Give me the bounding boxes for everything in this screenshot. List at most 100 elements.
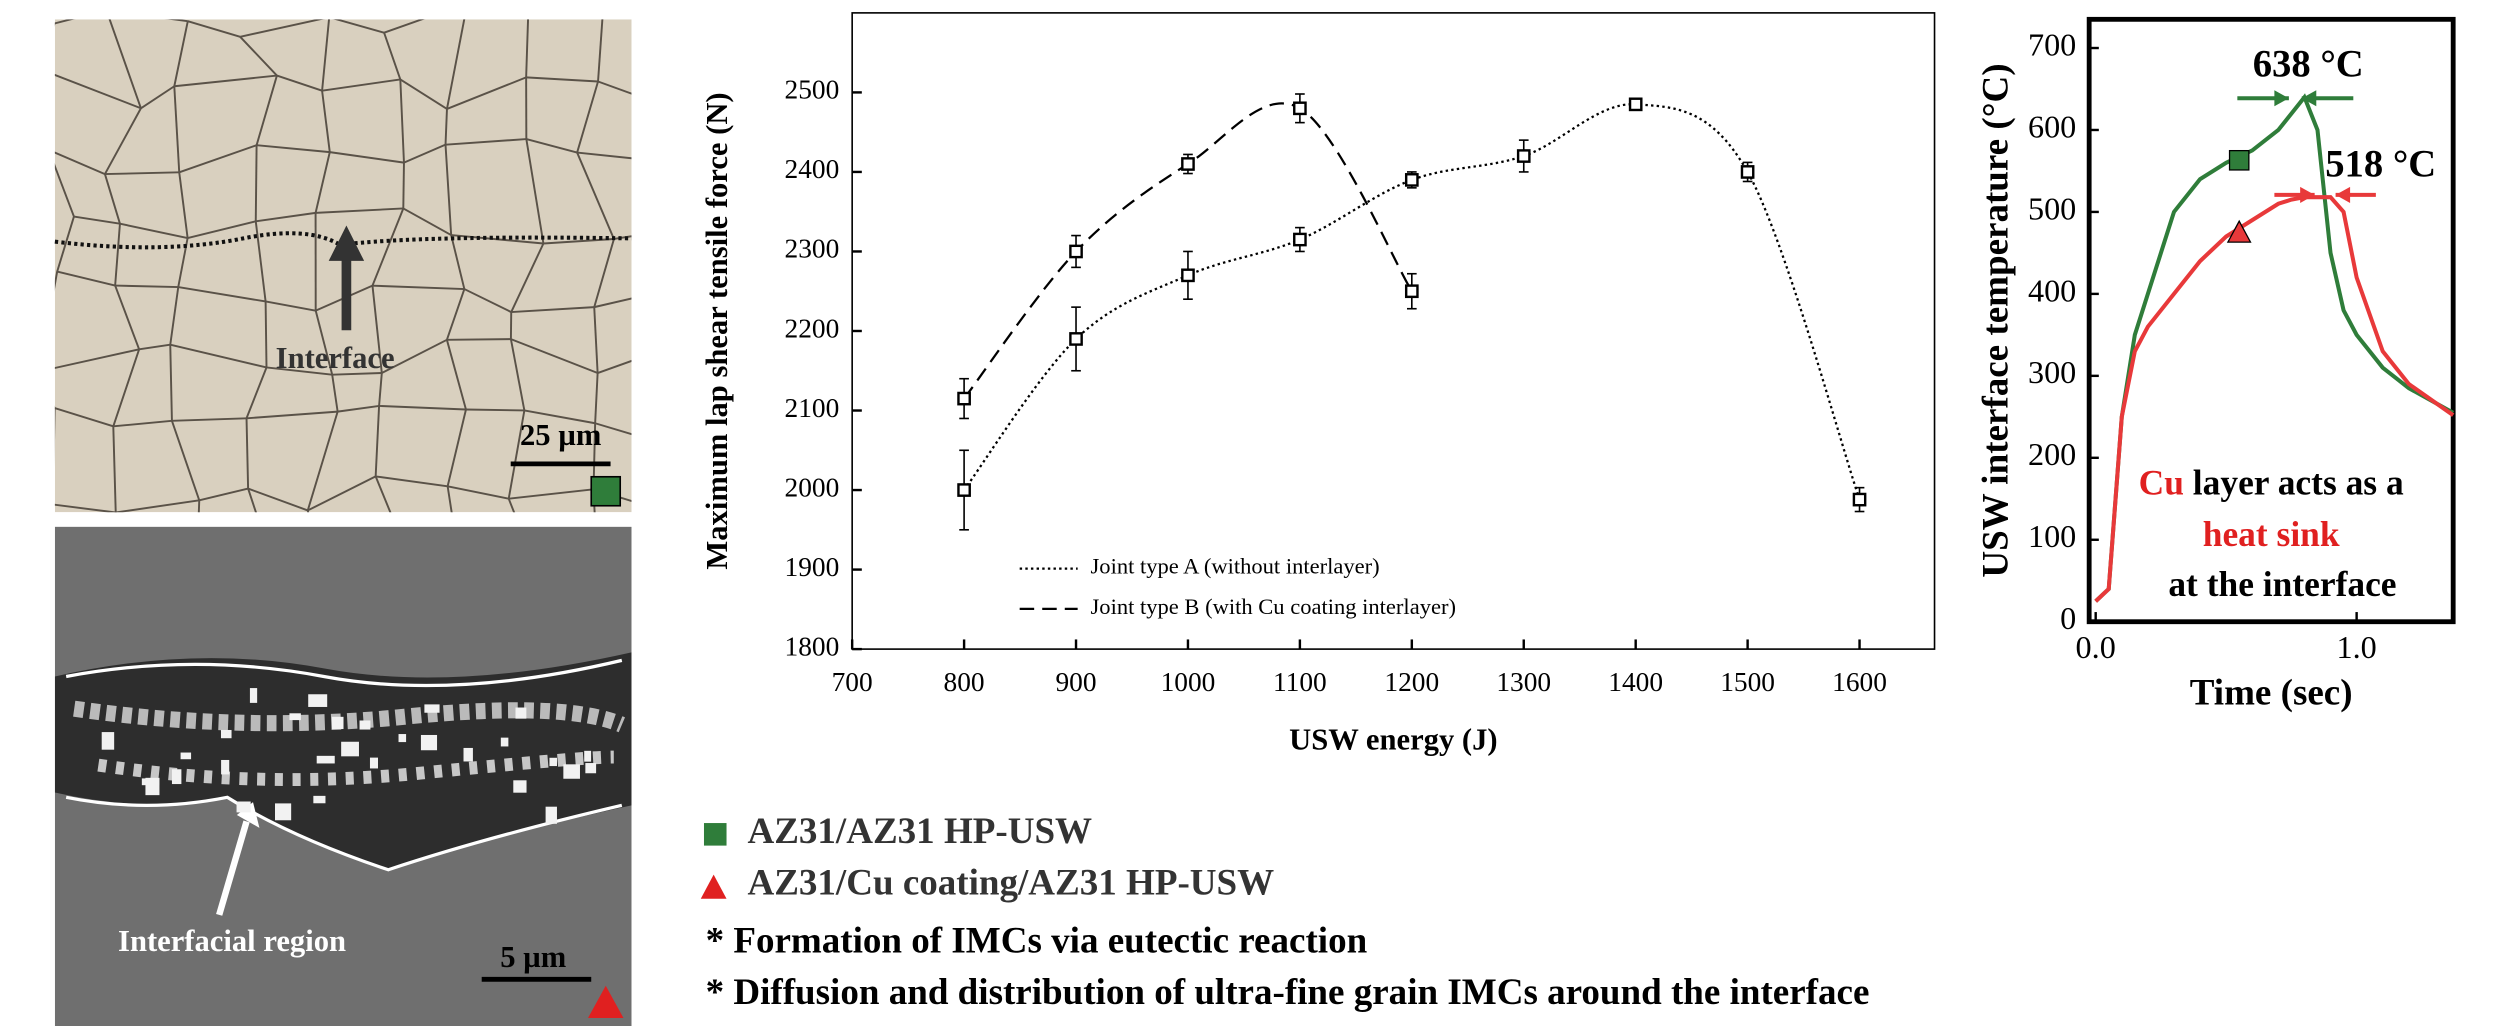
grain-boundary	[54, 348, 140, 369]
grain-boundary	[524, 409, 596, 425]
data-point	[1404, 284, 1419, 299]
y-tick-label: 2300	[785, 234, 840, 264]
annotation-arrowhead	[2274, 90, 2289, 107]
x-tick-label: 1.0	[2336, 629, 2376, 665]
y-axis-label: USW interface temperature (°C)	[1975, 63, 2016, 577]
x-tick-label: 800	[944, 667, 985, 697]
y-tick-label: 200	[2028, 436, 2076, 472]
series-marker	[2228, 149, 2250, 171]
grain-boundary	[509, 338, 526, 411]
grain-boundary	[446, 409, 467, 487]
y-tick-label: 700	[2028, 26, 2076, 62]
grain-boundary	[245, 367, 268, 419]
y-tick-label: 1800	[785, 631, 840, 661]
note: * Diffusion and distribution of ultra-fi…	[706, 972, 1870, 1013]
grain-boundary	[276, 74, 323, 92]
series-line	[2094, 93, 2455, 603]
grain-boundary	[315, 207, 404, 214]
y-tick-label: 2200	[785, 313, 840, 343]
grain-boundary	[525, 19, 530, 78]
y-tick-label: 2000	[785, 472, 840, 502]
y-tick-label: 100	[2028, 518, 2076, 554]
grain-boundary	[526, 76, 599, 83]
imc-particle	[249, 688, 258, 703]
grain-boundary	[593, 307, 599, 374]
grain-boundary	[337, 404, 380, 413]
annotation-arrowhead	[2301, 90, 2317, 107]
y-tick-label: 600	[2028, 108, 2076, 144]
grain-boundary	[246, 410, 338, 420]
grain-boundary	[594, 372, 599, 424]
imc-particle	[275, 803, 292, 821]
grain-boundary	[403, 143, 446, 164]
grain-boundary	[73, 215, 121, 225]
x-tick-label: 1000	[1161, 667, 1216, 697]
grain-boundary	[266, 366, 333, 376]
micrograph-overlay	[54, 225, 632, 507]
y-tick-label: 2100	[785, 393, 840, 423]
grain-boundary	[444, 144, 453, 236]
scale-bar-label: 25 µm	[520, 418, 601, 452]
data-point	[957, 483, 971, 497]
grain-boundary	[444, 108, 448, 145]
grain-boundary	[321, 19, 330, 91]
grain-boundary	[171, 420, 201, 501]
grain-boundary	[170, 343, 267, 369]
imc-particle	[545, 806, 557, 824]
grain-boundary	[594, 422, 632, 436]
annotation-arrowhead	[2335, 186, 2351, 203]
legend-swatch	[700, 874, 727, 899]
grain-boundary	[450, 234, 466, 290]
grain-boundary	[379, 404, 467, 411]
grain-boundary	[402, 162, 405, 209]
grain-boundary	[112, 349, 141, 427]
grain-boundary	[463, 288, 512, 313]
legend-label: AZ31/AZ31 HP-USW	[747, 811, 1092, 852]
imc-particle	[369, 757, 379, 769]
annotation: 518 °C	[2325, 143, 2436, 185]
grain-boundary	[507, 410, 526, 499]
grain-boundary	[333, 19, 385, 34]
x-tick-label: 1600	[1832, 667, 1887, 697]
image-label: Interface	[276, 341, 395, 375]
note-part: Cu	[2139, 463, 2184, 503]
grain-boundary	[613, 235, 632, 240]
grain-boundary	[511, 306, 595, 314]
grain-boundary	[256, 144, 330, 154]
grain-boundary	[197, 500, 201, 513]
grain-boundary	[108, 19, 142, 109]
series-line	[2094, 195, 2455, 603]
x-tick-label: 1100	[1273, 667, 1327, 697]
grain-boundary	[597, 359, 632, 374]
grain-boundary	[381, 338, 448, 374]
y-axis-label: Maximum lap shear tensile force (N)	[700, 92, 734, 569]
grain-boundary	[245, 418, 250, 489]
grain-boundary	[402, 207, 452, 236]
y-tick-label: 400	[2028, 272, 2076, 308]
imc-particle	[145, 777, 160, 796]
grain-boundary	[314, 151, 331, 214]
y-tick-label: 2500	[785, 75, 840, 105]
imc-particle	[221, 759, 230, 775]
grain-boundary	[526, 138, 578, 154]
grain-boundary	[667, 230, 674, 290]
grain-boundary	[576, 152, 615, 240]
scale-bar-label: 5 µm	[500, 940, 566, 974]
grain-boundary	[465, 408, 525, 412]
grain-boundary	[643, 344, 678, 437]
grain-boundary	[332, 372, 382, 376]
grain-boundary	[399, 78, 448, 110]
grain-boundary	[54, 19, 75, 25]
data-point	[1181, 157, 1195, 171]
note-part: layer acts as a	[2184, 463, 2404, 503]
grain-boundary	[667, 290, 678, 344]
grain-boundary	[445, 288, 466, 341]
imc-particle	[463, 747, 473, 762]
x-axis-label: Time (sec)	[2190, 672, 2353, 713]
y-tick-label: 0	[2060, 600, 2076, 636]
grain-boundary	[597, 80, 632, 95]
plot-frame	[851, 12, 1936, 650]
plot-frame	[2086, 16, 2456, 625]
imc-particle	[236, 801, 251, 813]
imc-particle	[341, 741, 359, 757]
